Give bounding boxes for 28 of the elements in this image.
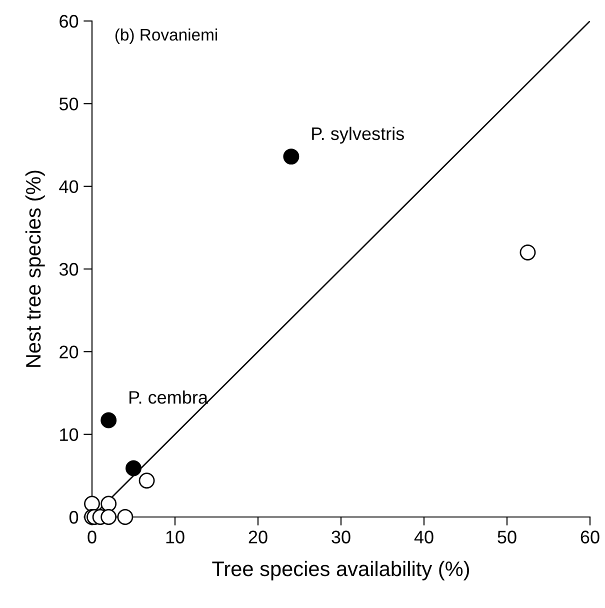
x-axis-title: Tree species availability (%) — [212, 560, 469, 580]
y-tick-label: 10 — [60, 428, 78, 442]
point — [126, 460, 142, 476]
x-tick-label: 50 — [498, 530, 516, 544]
x-tick-label: 40 — [414, 530, 434, 544]
point — [520, 244, 536, 260]
y-tick-label: 60 — [60, 14, 78, 28]
point — [100, 412, 117, 428]
point — [138, 472, 155, 489]
y-tick-label: 0 — [69, 510, 78, 524]
y-tick-label: 40 — [59, 180, 78, 194]
point — [117, 509, 134, 525]
point — [283, 148, 300, 165]
point — [84, 496, 100, 512]
point — [100, 509, 117, 525]
annotation: P. cembra — [130, 390, 208, 404]
x-tick-label: 20 — [248, 530, 268, 544]
point — [100, 496, 117, 512]
x-tick-label: 60 — [580, 530, 600, 544]
x-tick-label: 10 — [166, 530, 184, 544]
y-tick-label: 30 — [59, 262, 78, 276]
y-tick-label: 50 — [59, 98, 78, 110]
annotation: (b) Rovaniemi — [115, 28, 218, 44]
y-tick-label: 20 — [60, 346, 78, 358]
x-tick-label: 0 — [88, 530, 96, 544]
y-axis-title: Nest tree species (%) — [25, 170, 45, 367]
annotation: P. sylvestris — [312, 126, 404, 144]
x-tick-label: 30 — [332, 530, 350, 544]
